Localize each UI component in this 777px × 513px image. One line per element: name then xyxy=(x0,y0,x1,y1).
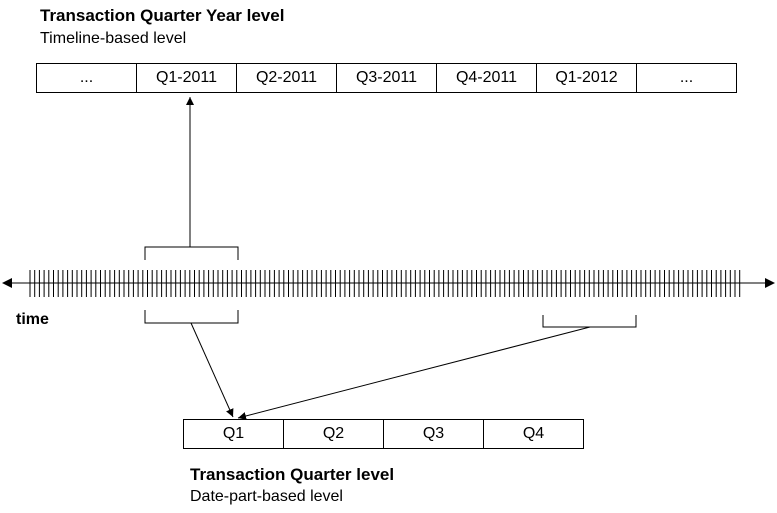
bottom-level-title: Transaction Quarter level xyxy=(190,465,395,484)
timeline-ticks xyxy=(29,270,741,297)
arrow-left-to-q1 xyxy=(190,322,234,418)
bottom-level-subtitle: Date-part-based level xyxy=(190,488,343,505)
quarter-year-cell-q1-2011: Q1-2011 xyxy=(136,63,237,93)
arrow-right-to-q1 xyxy=(237,326,591,420)
quarter-cell-q3: Q3 xyxy=(383,419,484,449)
lower-bracket-right xyxy=(542,315,637,328)
top-level-title: Transaction Quarter Year level xyxy=(40,6,285,25)
quarter-cell-q4: Q4 xyxy=(483,419,584,449)
quarter-year-cell-q2-2011: Q2-2011 xyxy=(236,63,337,93)
quarter-cell-q2: Q2 xyxy=(283,419,384,449)
timeline-left-arrow-icon xyxy=(2,278,12,288)
quarter-year-cell-q4-2011: Q4-2011 xyxy=(436,63,537,93)
quarter-year-row: ... Q1-2011 Q2-2011 Q3-2011 Q4-2011 Q1-2… xyxy=(36,63,737,93)
timeline-label: time xyxy=(16,311,49,328)
quarter-year-cell-q1-2012: Q1-2012 xyxy=(536,63,637,93)
top-level-subtitle: Timeline-based level xyxy=(40,30,187,47)
quarter-year-cell-ellipsis-end: ... xyxy=(636,63,737,93)
upper-bracket xyxy=(144,246,239,260)
lower-bracket-left xyxy=(144,310,239,324)
quarter-row: Q1 Q2 Q3 Q4 xyxy=(183,419,584,449)
quarter-year-cell-ellipsis-start: ... xyxy=(36,63,137,93)
quarter-year-cell-q3-2011: Q3-2011 xyxy=(336,63,437,93)
timeline-right-arrow-icon xyxy=(765,278,775,288)
quarter-cell-q1: Q1 xyxy=(183,419,284,449)
